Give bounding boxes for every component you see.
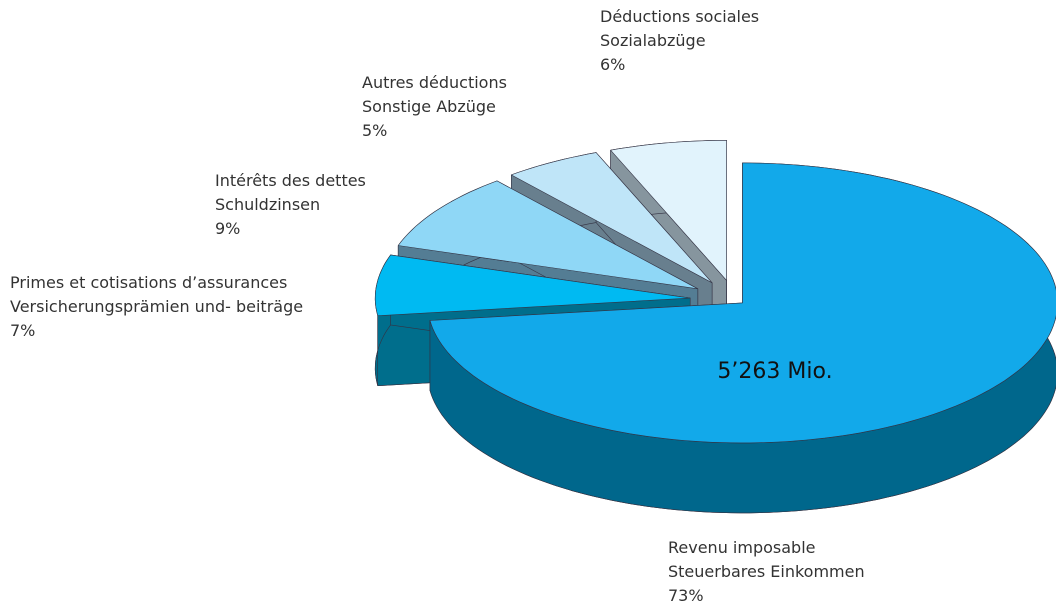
value-label: 9% bbox=[215, 219, 240, 238]
label-fr: Déductions sociales bbox=[600, 7, 759, 26]
slice-top bbox=[374, 254, 691, 316]
label-de: Versicherungsprämien und- beiträge bbox=[10, 297, 303, 316]
label-fr: Intérêts des dettes bbox=[215, 171, 366, 190]
value-label: 5% bbox=[362, 121, 387, 140]
slice-top bbox=[429, 162, 1056, 444]
label-de: Sonstige Abzüge bbox=[362, 97, 496, 116]
slice-top bbox=[610, 140, 727, 281]
value-label: 6% bbox=[600, 55, 625, 74]
value-label: 7% bbox=[10, 321, 35, 340]
slice-top bbox=[397, 180, 699, 290]
label-de: Schuldzinsen bbox=[215, 195, 320, 214]
label-de: Sozialabzüge bbox=[600, 31, 706, 50]
label-de: Steuerbares Einkommen bbox=[668, 562, 865, 581]
annotation: 5’263 Mio. bbox=[717, 359, 832, 384]
label-fr: Autres déductions bbox=[362, 73, 507, 92]
label-fr: Revenu imposable bbox=[668, 538, 815, 557]
value-label: 73% bbox=[668, 586, 704, 605]
slice-top bbox=[511, 152, 713, 284]
label-fr: Primes et cotisations d’assurances bbox=[10, 273, 287, 292]
